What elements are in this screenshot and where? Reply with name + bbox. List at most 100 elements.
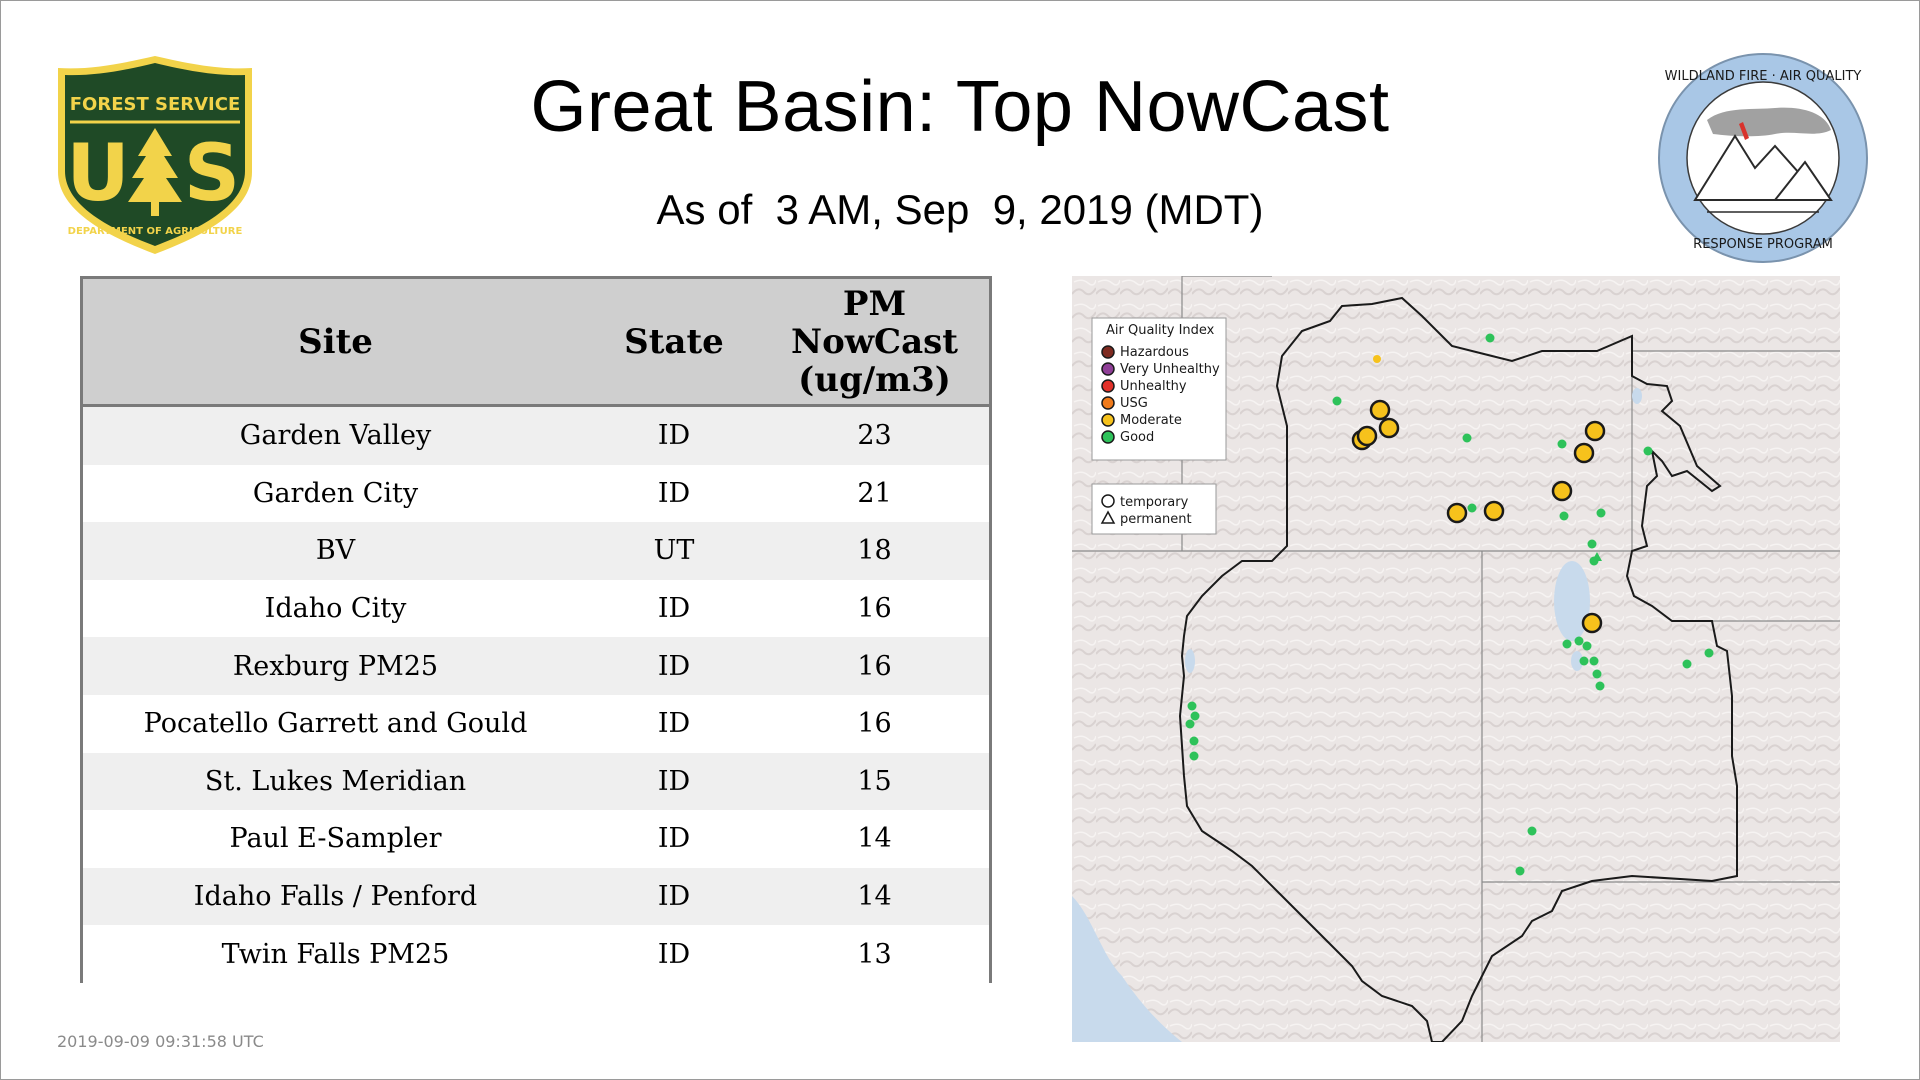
site-marker-moderate <box>1573 442 1595 464</box>
site-marker-moderate <box>1551 480 1573 502</box>
table-row: Garden City ID 21 <box>83 464 989 523</box>
logo-top-text: FOREST SERVICE <box>70 94 241 115</box>
pine-tree-icon <box>128 128 182 216</box>
cell-value: 16 <box>760 579 989 638</box>
table-row: BV UT 18 <box>83 522 989 580</box>
site-marker-good <box>1515 866 1525 876</box>
site-marker-good <box>1589 656 1599 666</box>
page-subtitle: As of 3 AM, Sep 9, 2019 (MDT) <box>656 186 1264 233</box>
legend-swatch-usg <box>1101 396 1115 410</box>
site-marker-good-permanent <box>1592 552 1602 561</box>
site-marker-moderate-small <box>1373 355 1381 363</box>
site-marker-moderate <box>1369 399 1391 421</box>
legend-label-permanent: permanent <box>1120 512 1192 527</box>
generated-timestamp: 2019-09-09 09:31:58 UTC <box>57 1032 264 1051</box>
cell-site: Pocatello Garrett and Gould <box>83 694 588 753</box>
site-marker-good <box>1582 641 1592 651</box>
site-marker-good <box>1462 433 1472 443</box>
site-marker-good <box>1187 701 1197 711</box>
site-marker-good <box>1579 656 1589 666</box>
cell-state: ID <box>588 810 760 868</box>
column-header-nowcast: PM NowCast (ug/m3) <box>760 279 989 407</box>
cell-state: UT <box>588 522 760 580</box>
cell-state: ID <box>588 752 760 811</box>
site-marker-good <box>1574 636 1584 646</box>
cell-value: 16 <box>760 637 989 695</box>
legend-swatch-unhealthy <box>1101 379 1115 393</box>
legend-label-temporary: temporary <box>1120 495 1189 510</box>
forest-service-logo: FOREST SERVICE U S DEPARTMENT OF AGRICUL… <box>58 56 252 254</box>
logo-letter-u: U <box>66 129 129 219</box>
cell-site: BV <box>83 522 588 580</box>
state-borders <box>1072 276 1840 1042</box>
cell-value: 21 <box>760 464 989 523</box>
cell-value: 16 <box>760 694 989 753</box>
site-marker-good <box>1190 711 1200 721</box>
table-row: Garden Valley ID 23 <box>83 405 989 465</box>
good-sites <box>1185 333 1714 876</box>
logo-letter-s: S <box>184 129 240 219</box>
legend-label-moderate: Moderate <box>1120 413 1182 428</box>
site-marker-good <box>1643 446 1653 456</box>
site-marker-good <box>1559 511 1569 521</box>
table-row: Pocatello Garrett and Gould ID 16 <box>83 694 989 753</box>
shape-legend: temporary permanent <box>1091 483 1217 535</box>
legend-label-very-unhealthy: Very Unhealthy <box>1120 362 1220 377</box>
site-marker-good <box>1592 669 1602 679</box>
site-marker-good <box>1189 751 1199 761</box>
bear-lake <box>1632 388 1642 404</box>
site-marker-moderate <box>1378 417 1400 439</box>
cell-site: Paul E-Sampler <box>83 810 588 868</box>
site-marker-good <box>1185 719 1195 729</box>
cell-state: ID <box>588 637 760 695</box>
site-marker-moderate <box>1584 420 1606 442</box>
cell-state: ID <box>588 694 760 753</box>
cell-site: St. Lukes Meridian <box>83 752 588 811</box>
wildland-top-text: WILDLAND FIRE · AIR QUALITY <box>1665 69 1862 84</box>
cell-state: ID <box>588 405 760 465</box>
cell-value: 15 <box>760 752 989 811</box>
cell-value: 14 <box>760 867 989 926</box>
column-header-site: Site <box>83 279 588 407</box>
site-marker-moderate <box>1581 612 1603 634</box>
cell-site: Idaho Falls / Penford <box>83 867 588 926</box>
aqi-legend: Air Quality Index Hazardous Very Unhealt… <box>1091 317 1227 461</box>
great-salt-lake <box>1554 561 1590 641</box>
table-header-row: Site State PM NowCast (ug/m3) <box>83 279 989 407</box>
utah-lake <box>1571 651 1583 671</box>
table-row: Twin Falls PM25 ID 13 <box>83 925 989 983</box>
cell-site: Twin Falls PM25 <box>83 925 588 983</box>
cell-site: Rexburg PM25 <box>83 637 588 695</box>
logo-bottom-text: DEPARTMENT OF AGRICULTURE <box>68 226 243 237</box>
cell-state: ID <box>588 579 760 638</box>
wildland-bottom-text: RESPONSE PROGRAM <box>1693 237 1833 252</box>
site-marker-good <box>1587 539 1597 549</box>
cell-value: 14 <box>760 810 989 868</box>
cell-site: Idaho City <box>83 579 588 638</box>
site-marker-good <box>1527 826 1537 836</box>
site-marker-good <box>1557 439 1567 449</box>
nowcast-table: Site State PM NowCast (ug/m3) Garden Val… <box>80 276 992 983</box>
site-marker-good <box>1562 639 1572 649</box>
cell-site: Garden Valley <box>83 405 588 465</box>
moderate-sites <box>1351 399 1606 634</box>
legend-label-hazardous: Hazardous <box>1120 345 1189 360</box>
cell-value: 13 <box>760 925 989 983</box>
legend-label-usg: USG <box>1120 396 1148 411</box>
cell-state: ID <box>588 925 760 983</box>
legend-title: Air Quality Index <box>1106 323 1215 338</box>
table-row: St. Lukes Meridian ID 15 <box>83 752 989 811</box>
column-header-state: State <box>588 279 760 407</box>
site-marker-good <box>1704 648 1714 658</box>
page-title: Great Basin: Top NowCast <box>530 67 1390 147</box>
lake-tahoe <box>1185 649 1195 673</box>
legend-swatch-moderate <box>1101 413 1115 427</box>
site-marker-good <box>1189 736 1199 746</box>
table-row: Idaho Falls / Penford ID 14 <box>83 867 989 926</box>
cell-state: ID <box>588 464 760 523</box>
cell-value: 23 <box>760 405 989 465</box>
legend-circle-icon <box>1101 494 1115 508</box>
cell-value: 18 <box>760 522 989 580</box>
legend-swatch-very-unhealthy <box>1101 362 1115 376</box>
site-marker-good <box>1467 503 1477 513</box>
